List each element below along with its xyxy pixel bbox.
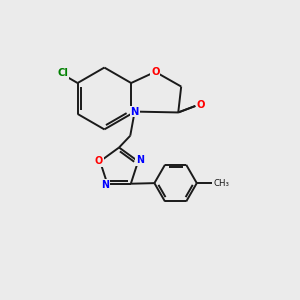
Text: O: O (151, 67, 160, 77)
Text: N: N (130, 106, 139, 117)
Text: N: N (136, 155, 144, 165)
Text: CH₃: CH₃ (213, 178, 229, 188)
Text: N: N (101, 180, 110, 190)
Text: Cl: Cl (57, 68, 68, 78)
Text: O: O (197, 100, 206, 110)
Text: O: O (95, 156, 103, 166)
